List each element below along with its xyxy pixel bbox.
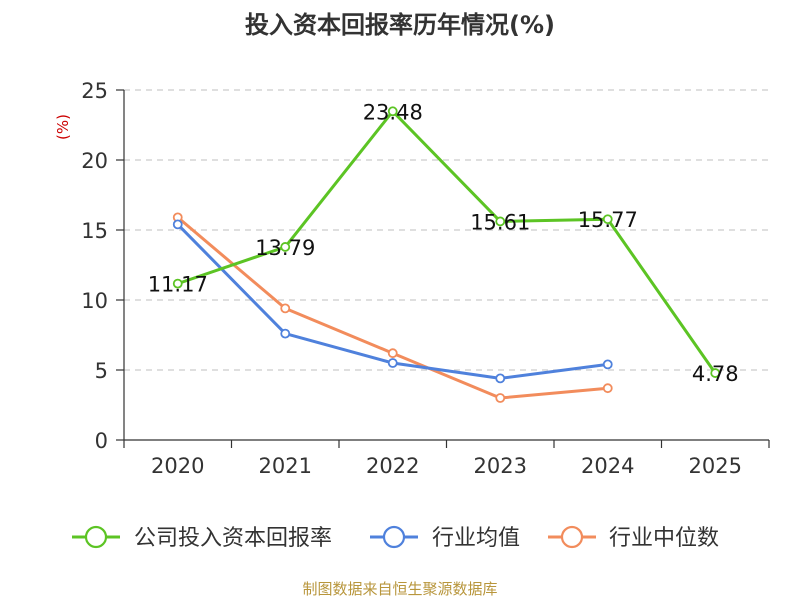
series-0-point-2024 bbox=[602, 214, 613, 225]
series-1-point-2023 bbox=[495, 373, 506, 384]
series-0-point-2022 bbox=[387, 106, 398, 117]
legend-label-1: 行业均值 bbox=[432, 526, 520, 551]
series-2-point-2021 bbox=[280, 303, 291, 314]
data-label-2024: 15.77 bbox=[578, 208, 638, 232]
series-0-point-2021 bbox=[280, 242, 291, 252]
y-tick-label-15: 15 bbox=[81, 219, 108, 243]
data-labels: 11.17 13.79 23.48 15.61 15.77 4.78 bbox=[148, 100, 739, 386]
data-label-2020: 11.17 bbox=[148, 273, 208, 297]
series-1-point-2022 bbox=[387, 358, 398, 368]
data-label-2025: 4.78 bbox=[692, 362, 739, 386]
x-tick-label-2023: 2023 bbox=[474, 454, 527, 478]
legend-marker-0 bbox=[84, 525, 108, 549]
series-line-2 bbox=[176, 216, 608, 400]
series-0-point-2025 bbox=[710, 368, 721, 378]
series-1-point-2024 bbox=[602, 359, 613, 370]
y-tick-label-5: 5 bbox=[95, 359, 108, 383]
series-2-point-2024 bbox=[602, 383, 613, 394]
x-tick-label-2022: 2022 bbox=[366, 454, 419, 478]
legend-label-2: 行业中位数 bbox=[609, 526, 719, 551]
y-tick-label-25: 25 bbox=[81, 79, 108, 103]
y-tick-label-10: 10 bbox=[81, 289, 108, 313]
series-2-point-2023 bbox=[495, 393, 506, 403]
series-1-point-2021 bbox=[280, 328, 291, 339]
y-axis-label: (%) bbox=[54, 114, 72, 140]
legend-label-0: 公司投入资本回报率 bbox=[134, 526, 332, 551]
data-label-2021: 13.79 bbox=[255, 236, 315, 260]
series-2-point-2022 bbox=[387, 348, 398, 359]
series-0-point-2020 bbox=[172, 278, 183, 289]
chart-title: 投入资本回报率历年情况(%) bbox=[245, 11, 555, 39]
source-note: 制图数据来自恒生聚源数据库 bbox=[302, 580, 497, 598]
x-tick-label-2020: 2020 bbox=[151, 454, 204, 478]
series-line-0 bbox=[177, 109, 717, 374]
y-tick-label-0: 0 bbox=[95, 429, 108, 453]
series bbox=[172, 106, 721, 403]
y-tick-label-20: 20 bbox=[81, 149, 108, 173]
x-tick-label-2025: 2025 bbox=[689, 454, 742, 478]
data-label-2022: 23.48 bbox=[363, 100, 423, 124]
series-0-point-2023 bbox=[495, 216, 506, 227]
series-1-point-2020 bbox=[172, 219, 183, 230]
x-tick-label-2024: 2024 bbox=[581, 454, 634, 478]
x-tick-label-2021: 2021 bbox=[259, 454, 312, 478]
legend-marker-2 bbox=[560, 525, 584, 549]
data-label-2023: 15.61 bbox=[470, 210, 530, 234]
grid-lines bbox=[124, 89, 769, 371]
legend-marker-1 bbox=[382, 525, 406, 549]
legend: 公司投入资本回报率 行业均值 行业中位数 bbox=[72, 525, 719, 551]
